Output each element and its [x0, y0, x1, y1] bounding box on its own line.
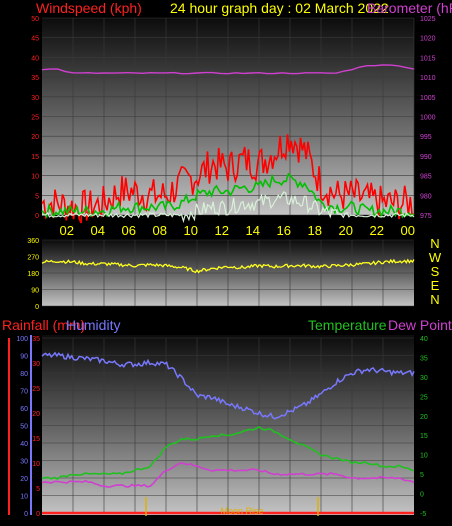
- temperature-tick-label: 40: [420, 336, 428, 343]
- rainfall-tick-label: 25: [32, 386, 40, 393]
- rainfall-tick-label: 20: [32, 411, 40, 418]
- temperature-title: Temperature: [308, 317, 387, 333]
- direction-tick-label: 180: [27, 271, 39, 278]
- hour-tick-label: 06: [122, 223, 136, 238]
- temperature-line: [41, 425, 415, 481]
- humidity-title: Humidity: [66, 317, 120, 333]
- temperature-tick-label: 5: [420, 472, 424, 479]
- rainfall-tick-label: 35: [32, 336, 40, 343]
- windspeed-tick-label: 0: [35, 213, 39, 220]
- windspeed-tick-label: 25: [31, 115, 39, 122]
- humidity-tick-label: 100: [16, 336, 28, 343]
- barometer-tick-label: 980: [420, 193, 432, 200]
- rainfall-tick-label: 0: [36, 511, 40, 518]
- moon-rise-label: Moon Rise: [220, 506, 263, 516]
- rainfall-tick-label: 30: [32, 361, 40, 368]
- temperature-tick-label: -5: [420, 511, 426, 518]
- humidity-tick-label: 70: [20, 389, 28, 396]
- dewpoint-title: Dew Point (°C): [388, 317, 452, 333]
- humidity-line: [41, 351, 415, 420]
- barometer-tick-label: 1015: [420, 55, 436, 62]
- barometer-tick-label: 1010: [420, 75, 436, 82]
- direction-letter: W: [429, 250, 442, 265]
- barometer-tick-label: 1025: [420, 16, 436, 23]
- humidity-tick-label: 20: [20, 476, 28, 483]
- direction-letter: N: [430, 236, 439, 251]
- graph-title: 24 hour graph day : 02 March 2022: [170, 0, 389, 16]
- temperature-tick-label: 35: [420, 355, 428, 362]
- windspeed-tick-label: 40: [31, 55, 39, 62]
- rainfall-tick-label: 10: [32, 461, 40, 468]
- wind-speed-line: [41, 172, 415, 219]
- barometer-tick-label: 990: [420, 154, 432, 161]
- rainfall-tick-label: 15: [32, 436, 40, 443]
- temperature-tick-label: 20: [420, 414, 428, 421]
- direction-tick-label: 360: [27, 238, 39, 245]
- windspeed-tick-label: 20: [31, 134, 39, 141]
- wind-min-line: [41, 191, 415, 224]
- windspeed-axis-title: Windspeed (kph): [36, 0, 142, 16]
- windspeed-tick-label: 5: [35, 193, 39, 200]
- hour-tick-label: 18: [308, 223, 322, 238]
- barometer-tick-label: 995: [420, 134, 432, 141]
- direction-letter: N: [430, 292, 439, 307]
- windspeed-tick-label: 45: [31, 36, 39, 43]
- windspeed-tick-label: 15: [31, 154, 39, 161]
- direction-letter: S: [431, 264, 440, 279]
- temperature-tick-label: 30: [420, 375, 428, 382]
- barometer-tick-label: 1000: [420, 115, 436, 122]
- barometer-tick-label: 985: [420, 174, 432, 181]
- barometer-tick-label: 1005: [420, 95, 436, 102]
- wind-gust-line: [41, 134, 415, 224]
- humidity-tick-label: 90: [20, 354, 28, 361]
- barometer-tick-label: 1020: [420, 36, 436, 43]
- humidity-tick-label: 10: [20, 494, 28, 501]
- windspeed-tick-label: 50: [31, 16, 39, 23]
- humidity-tick-label: 0: [24, 511, 28, 518]
- hour-tick-label: 02: [60, 223, 74, 238]
- hour-tick-label: 00: [401, 223, 415, 238]
- direction-tick-label: 270: [27, 255, 39, 262]
- hour-tick-label: 16: [277, 223, 291, 238]
- humidity-tick-label: 60: [20, 406, 28, 413]
- hour-tick-label: 22: [370, 223, 384, 238]
- humidity-tick-label: 50: [20, 424, 28, 431]
- hour-tick-label: 20: [339, 223, 353, 238]
- humidity-tick-label: 30: [20, 459, 28, 466]
- barometer-line: [41, 64, 415, 75]
- rainfall-tick-label: 5: [36, 486, 40, 493]
- direction-tick-label: 90: [31, 288, 39, 295]
- humidity-tick-label: 80: [20, 371, 28, 378]
- hour-tick-label: 04: [91, 223, 105, 238]
- hour-tick-label: 12: [215, 223, 229, 238]
- barometer-axis-title: Barometer (hPa): [367, 0, 452, 16]
- windspeed-tick-label: 30: [31, 95, 39, 102]
- windspeed-tick-label: 10: [31, 174, 39, 181]
- temperature-tick-label: 25: [420, 394, 428, 401]
- barometer-tick-label: 975: [420, 213, 432, 220]
- windspeed-tick-label: 35: [31, 75, 39, 82]
- hour-tick-label: 08: [153, 223, 167, 238]
- temperature-tick-label: 0: [420, 492, 424, 499]
- direction-tick-label: 0: [35, 304, 39, 311]
- wind-direction-line: [41, 258, 415, 274]
- dewpoint-line: [41, 462, 415, 488]
- hour-tick-label: 14: [246, 223, 260, 238]
- humidity-tick-label: 40: [20, 441, 28, 448]
- rainfall-title: Rainfall (mm): [2, 317, 85, 333]
- temperature-tick-label: 10: [420, 453, 428, 460]
- hour-tick-label: 10: [184, 223, 198, 238]
- direction-letter: E: [431, 278, 440, 293]
- temperature-tick-label: 15: [420, 433, 428, 440]
